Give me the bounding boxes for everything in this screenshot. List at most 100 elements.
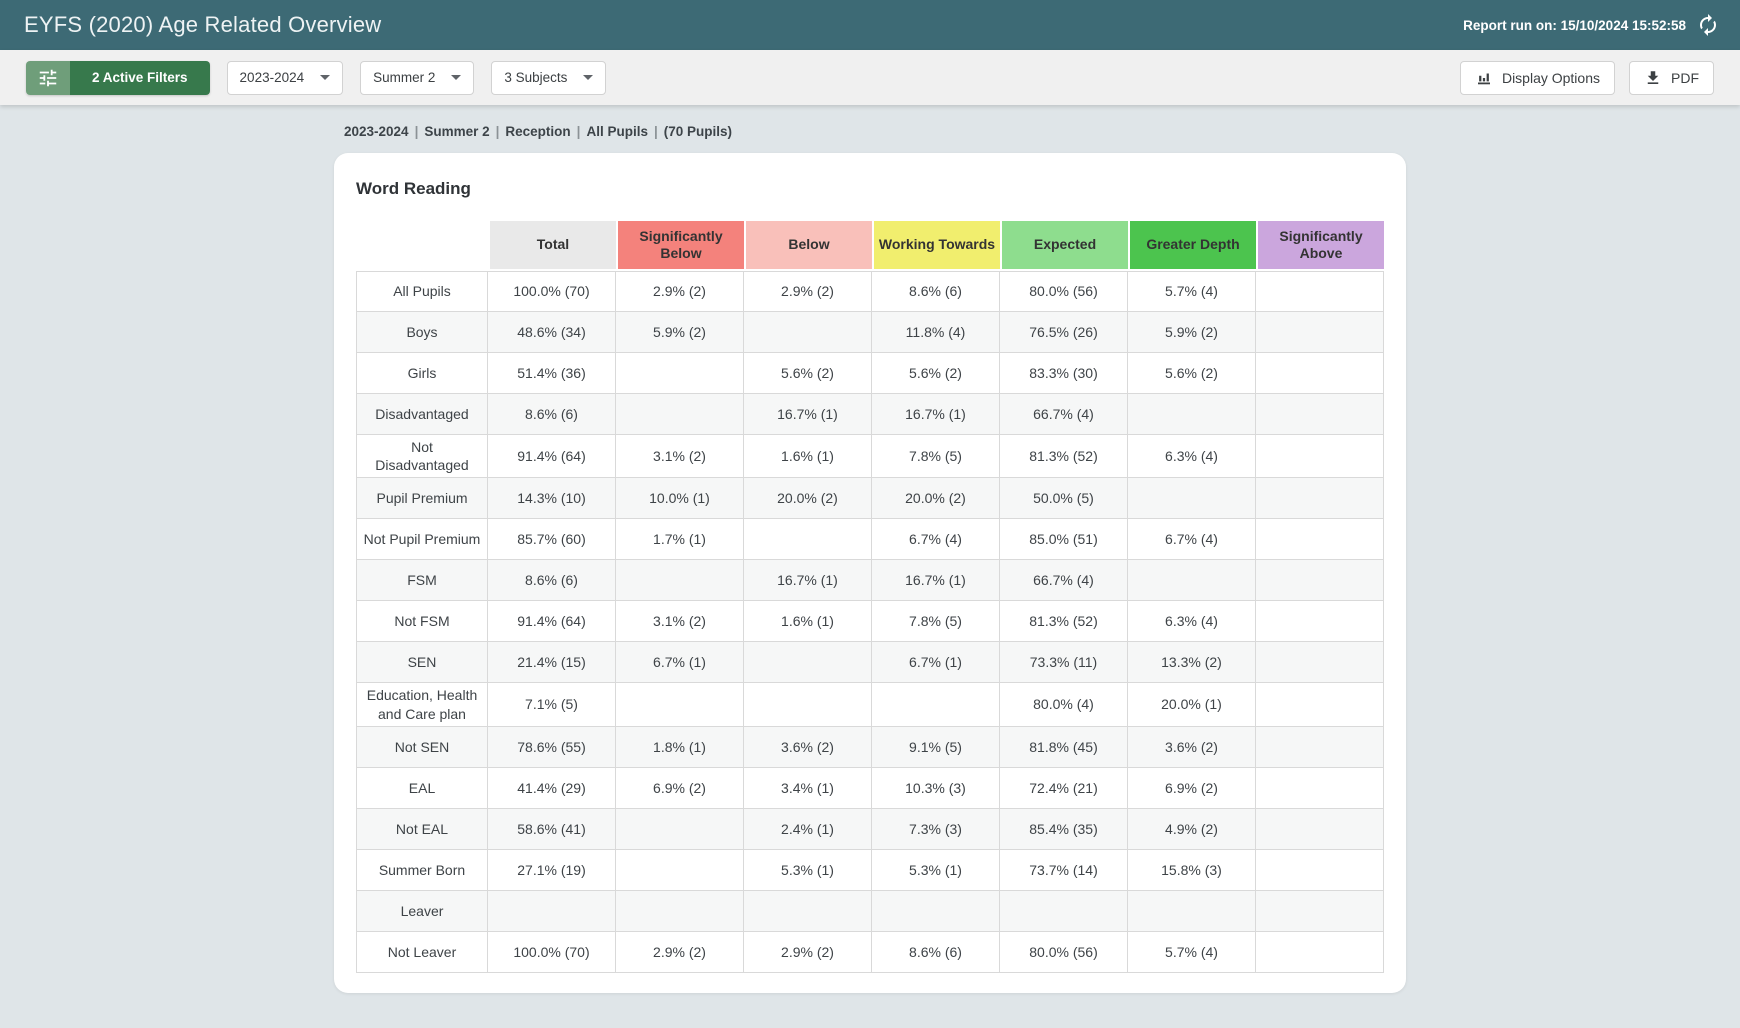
display-options-button[interactable]: Display Options (1459, 60, 1615, 95)
row-label-cell: Not FSM (356, 601, 488, 643)
year-dropdown[interactable]: 2023-2024 (226, 60, 344, 95)
value-cell: 78.6% (55) (488, 726, 616, 768)
value-cell (1128, 394, 1256, 435)
value-cell: 73.3% (11) (1000, 642, 1128, 684)
value-cell: 3.6% (2) (1128, 726, 1256, 768)
value-cell: 6.9% (2) (1128, 767, 1256, 809)
value-cell: 20.0% (2) (744, 478, 872, 520)
value-cell: 58.6% (41) (488, 808, 616, 850)
value-cell (1128, 560, 1256, 602)
value-cell: 3.1% (2) (616, 435, 744, 479)
value-cell (1256, 601, 1384, 643)
value-cell: 13.3% (2) (1128, 642, 1256, 684)
value-cell: 9.1% (5) (872, 726, 1000, 768)
breadcrumb-separator: | (653, 124, 658, 139)
value-cell: 1.6% (1) (744, 435, 872, 479)
value-cell: 5.9% (2) (616, 312, 744, 353)
table-row: Disadvantaged 8.6% (6) 16.7% (1) 16.7% (1) 6… (356, 394, 1384, 435)
download-icon (1644, 69, 1662, 87)
value-cell: 16.7% (1) (872, 560, 1000, 602)
value-cell: 5.3% (1) (744, 849, 872, 891)
value-cell: 2.9% (2) (744, 271, 872, 312)
chevron-down-icon (451, 75, 462, 80)
breadcrumb-segment: 2023-2024 (344, 124, 409, 139)
value-cell (744, 683, 872, 727)
value-cell: 6.9% (2) (616, 767, 744, 809)
row-label-cell: Boys (356, 312, 488, 353)
value-cell (616, 849, 744, 891)
pdf-button[interactable]: PDF (1629, 60, 1714, 95)
value-cell (1256, 519, 1384, 561)
value-cell: 66.7% (4) (1000, 560, 1128, 602)
value-cell: 91.4% (64) (488, 601, 616, 643)
value-cell: 6.7% (4) (1128, 519, 1256, 561)
table-row: Pupil Premium 14.3% (10) 10.0% (1) 20.0% (2… (356, 478, 1384, 520)
value-cell (1256, 312, 1384, 353)
value-cell (1256, 683, 1384, 727)
row-label-cell: Leaver (356, 890, 488, 932)
word-reading-card: Word Reading Total Significantly Below Bel… (334, 153, 1406, 993)
row-label-cell: Not EAL (356, 808, 488, 850)
value-cell: 50.0% (5) (1000, 478, 1128, 520)
chevron-down-icon (320, 75, 331, 80)
value-cell: 15.8% (3) (1128, 849, 1256, 891)
value-cell: 80.0% (4) (1000, 683, 1128, 727)
value-cell: 66.7% (4) (1000, 394, 1128, 435)
value-cell: 91.4% (64) (488, 435, 616, 479)
value-cell: 2.4% (1) (744, 808, 872, 850)
value-cell: 100.0% (70) (488, 931, 616, 973)
value-cell: 80.0% (56) (1000, 271, 1128, 312)
value-cell: 8.6% (6) (872, 931, 1000, 973)
value-cell (1128, 478, 1256, 520)
content-area: 2023-2024 | Summer 2 | Reception | All Pupils |… (0, 105, 1740, 993)
value-cell: 20.0% (1) (1128, 683, 1256, 727)
table-row: Not Pupil Premium 85.7% (60) 1.7% (1) 6.7% … (356, 519, 1384, 561)
breadcrumb: 2023-2024 | Summer 2 | Reception | All Pupils |… (334, 124, 1406, 139)
breadcrumb-separator: | (576, 124, 581, 139)
value-cell: 85.4% (35) (1000, 808, 1128, 850)
subjects-dropdown[interactable]: 3 Subjects (491, 60, 607, 95)
refresh-icon (1696, 13, 1720, 37)
value-cell: 5.6% (2) (1128, 353, 1256, 394)
value-cell: 3.4% (1) (744, 767, 872, 809)
value-cell: 1.6% (1) (744, 601, 872, 643)
term-dropdown[interactable]: Summer 2 (360, 60, 475, 95)
header-cell: Total (488, 221, 616, 271)
row-label-cell: EAL (356, 767, 488, 809)
value-cell: 16.7% (1) (744, 560, 872, 602)
value-cell: 11.8% (4) (872, 312, 1000, 353)
value-cell: 100.0% (70) (488, 271, 616, 312)
value-cell (1256, 808, 1384, 850)
breadcrumb-separator: | (414, 124, 419, 139)
table-row: EAL 41.4% (29) 6.9% (2) 3.4% (1) 10.3% (3) 72… (356, 767, 1384, 809)
value-cell (616, 394, 744, 435)
value-cell: 73.7% (14) (1000, 849, 1128, 891)
value-cell (744, 312, 872, 353)
value-cell: 14.3% (10) (488, 478, 616, 520)
pdf-label: PDF (1671, 69, 1699, 86)
refresh-button[interactable] (1696, 13, 1720, 37)
toolbar-right-buttons: Display Options PDF (1459, 60, 1714, 95)
value-cell: 76.5% (26) (1000, 312, 1128, 353)
table-row: Girls 51.4% (36) 5.6% (2) 5.6% (2) 83.3% (30… (356, 353, 1384, 394)
value-cell: 7.8% (5) (872, 601, 1000, 643)
value-cell (872, 890, 1000, 932)
page-title: EYFS (2020) Age Related Overview (24, 12, 382, 37)
value-cell: 20.0% (2) (872, 478, 1000, 520)
breadcrumb-segment: Summer 2 (424, 124, 490, 139)
value-cell: 8.6% (6) (488, 560, 616, 602)
value-cell (1256, 353, 1384, 394)
value-cell: 5.6% (2) (872, 353, 1000, 394)
table-row: Not SEN 78.6% (55) 1.8% (1) 3.6% (2) 9.1% (5… (356, 726, 1384, 768)
value-cell: 7.8% (5) (872, 435, 1000, 479)
value-cell: 5.9% (2) (1128, 312, 1256, 353)
report-run-label: Report run on: 15/10/2024 15:52:58 (1463, 17, 1686, 33)
row-label-cell: FSM (356, 560, 488, 602)
value-cell (1128, 890, 1256, 932)
header-cell: Significantly Above (1256, 221, 1384, 271)
table-row: Not EAL 58.6% (41) 2.4% (1) 7.3% (3) 85.4% (… (356, 808, 1384, 850)
value-cell: 6.7% (1) (872, 642, 1000, 684)
active-filters-button[interactable]: 2 Active Filters (26, 60, 210, 95)
row-label-cell: All Pupils (356, 271, 488, 312)
chevron-down-icon (583, 75, 594, 80)
